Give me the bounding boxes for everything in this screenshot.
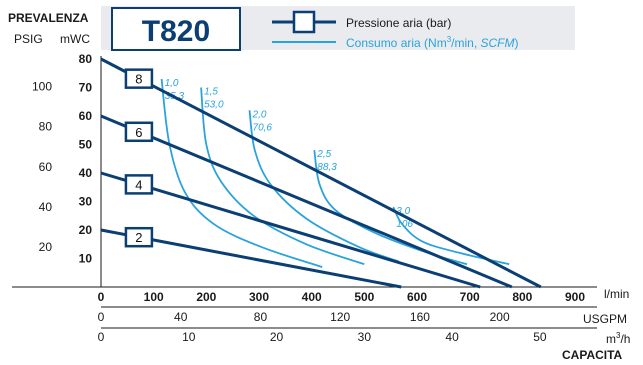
- x-unit-usgpm: USGPM: [583, 312, 627, 326]
- air-curve-label-scfm: 53,0: [204, 100, 224, 111]
- legend-air-italic: SCFM: [481, 36, 515, 50]
- y-tick-psig-label: 100: [32, 80, 52, 94]
- model-title: T820: [142, 15, 210, 48]
- legend: Pressione aria (bar) Consumo aria (Nm3/m…: [272, 10, 519, 50]
- legend-pressure-marker: [292, 10, 316, 34]
- y-tick-psig-label: 20: [39, 240, 53, 254]
- air-curve-label-nm3: 1,5: [204, 87, 218, 98]
- x-unit-m3h-sup: 3: [616, 331, 621, 340]
- y-unit-mwc: mWC: [60, 32, 90, 46]
- air-curve-label-scfm: 70,6: [253, 122, 273, 133]
- legend-air-suffix: ): [515, 36, 519, 50]
- air-curve-line: [248, 110, 399, 263]
- y-unit-psig: PSIG: [14, 32, 43, 46]
- y-tick-mwc-label: 50: [79, 138, 93, 152]
- x-unit-m3h-prefix: m: [606, 332, 616, 346]
- x-tick-lmin-label: 700: [460, 290, 480, 304]
- pressure-label: 6: [135, 125, 142, 140]
- pressure-label: 8: [135, 72, 142, 87]
- x-tick-lmin-label: 800: [512, 290, 532, 304]
- pressure-label-box: [124, 174, 154, 195]
- x-tick-lmin-label: 0: [98, 290, 105, 304]
- air-curve-label-scfm: 88,3: [317, 162, 337, 173]
- x-tick-lmin-label: 900: [565, 290, 585, 304]
- pressure-line: [100, 57, 542, 289]
- x-tick-lmin-label: 500: [354, 290, 374, 304]
- x-title: CAPACITA: [562, 348, 623, 362]
- x-unit-m3h-suffix: /h: [620, 332, 630, 346]
- x-tick-usgpm-label: 80: [254, 310, 268, 324]
- x-tick-lmin-label: 100: [144, 290, 164, 304]
- legend-air-prefix: Consumo aria (Nm: [346, 36, 447, 50]
- x-tick-usgpm-label: 40: [174, 310, 188, 324]
- y-tick-psig-label: 60: [39, 160, 53, 174]
- pressure-line: [100, 114, 513, 289]
- y-tick-psig-label: 40: [39, 200, 53, 214]
- x-tick-m3h-label: 40: [445, 330, 459, 344]
- air-curve-line: [160, 78, 323, 268]
- x-unit-lmin: l/min: [604, 287, 629, 301]
- x-tick-lmin-label: 400: [302, 290, 322, 304]
- x-tick-lmin-label: 300: [249, 290, 269, 304]
- x-tick-usgpm-label: 0: [98, 310, 105, 324]
- legend-air-mid: /min,: [451, 36, 480, 50]
- pressure-label-box: [124, 68, 154, 89]
- air-curve-label-nm3: 2,0: [252, 109, 267, 120]
- legend-air-label: Consumo aria (Nm3/min, SCFM): [346, 35, 519, 50]
- x-tick-m3h-label: 30: [358, 330, 372, 344]
- x-tick-usgpm-label: 120: [330, 310, 350, 324]
- y-tick-mwc-label: 10: [79, 252, 93, 266]
- x-tick-usgpm-label: 200: [490, 310, 510, 324]
- air-curve-label-nm3: 2,5: [316, 149, 331, 160]
- legend-pressure-label: Pressione aria (bar): [346, 16, 451, 30]
- pressure-lines: 8 6 4 2: [100, 57, 542, 289]
- pressure-label-box: [124, 121, 154, 143]
- axes: [12, 56, 597, 329]
- y-tick-mwc-label: 60: [79, 109, 93, 123]
- air-curve-label-nm3: 1,0: [165, 78, 179, 89]
- y-tick-mwc-label: 30: [79, 195, 93, 209]
- y-title: PREVALENZA: [8, 11, 89, 25]
- x-tick-m3h-label: 10: [182, 330, 196, 344]
- y-tick-psig-label: 80: [39, 120, 53, 134]
- y-tick-mwc-label: 40: [79, 166, 93, 180]
- y-tick-mwc-label: 80: [79, 52, 93, 66]
- pressure-label-box: [124, 226, 154, 248]
- x-unit-m3h: m3/h: [606, 331, 630, 346]
- x-tick-lmin-label: 200: [196, 290, 216, 304]
- air-curve-label-nm3: 3,0: [396, 206, 410, 217]
- y-tick-mwc-label: 70: [79, 81, 93, 95]
- legend-air-sup: 3: [447, 35, 452, 44]
- pressure-label: 4: [135, 177, 142, 192]
- x-tick-m3h-label: 0: [98, 330, 105, 344]
- pressure-label: 2: [135, 230, 142, 245]
- x-tick-lmin-label: 600: [407, 290, 427, 304]
- model-box: [111, 7, 241, 51]
- x-tick-usgpm-label: 160: [410, 310, 430, 324]
- y-tick-mwc-label: 20: [79, 223, 93, 237]
- x-tick-m3h-label: 50: [533, 330, 547, 344]
- pressure-line: [100, 171, 481, 289]
- air-curve-line: [313, 150, 468, 266]
- air-curve-line: [392, 206, 510, 266]
- x-tick-m3h-label: 20: [270, 330, 284, 344]
- air-curve-label-scfm: 106: [396, 219, 413, 230]
- air-curve-line: [200, 87, 365, 266]
